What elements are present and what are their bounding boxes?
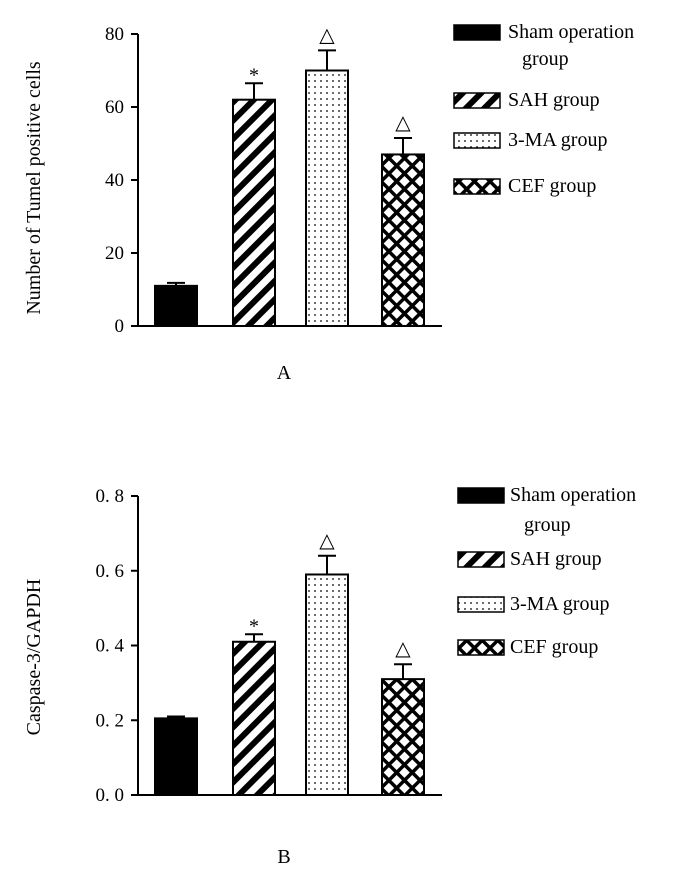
legend-swatch: [457, 596, 505, 613]
bar: [154, 284, 198, 328]
significance-marker: △: [319, 530, 335, 552]
legend-swatch: [457, 551, 505, 568]
legend-label: SAH group: [508, 89, 600, 111]
bar: [381, 678, 425, 797]
significance-marker: △: [395, 112, 411, 134]
y-tick-label: 40: [105, 170, 124, 191]
y-tick-label: 0: [115, 316, 125, 337]
y-axis-label: Number of Tumel positive cells: [23, 61, 45, 315]
bar: [305, 573, 349, 796]
bar: [232, 98, 276, 327]
legend-swatch: [453, 24, 501, 41]
y-tick-label: 0. 4: [96, 636, 125, 657]
bar: [232, 640, 276, 797]
legend-label: CEF group: [508, 175, 596, 197]
bar: [305, 69, 349, 327]
chart-b: 0. 0 0. 2 0. 4 0. 6 0. 8 Caspase-3/GAPDH * △ △ B S…: [23, 484, 636, 868]
y-tick-label: 0. 8: [96, 486, 125, 507]
bar: [154, 717, 198, 796]
legend-label: 3-MA group: [510, 593, 609, 615]
legend-label: group: [522, 48, 569, 70]
significance-marker: △: [395, 638, 411, 660]
y-tick-label: 20: [105, 243, 124, 264]
panel-label: B: [277, 846, 290, 868]
panel-label: A: [277, 362, 292, 384]
significance-marker: △: [319, 24, 335, 46]
legend-label: group: [524, 514, 571, 536]
legend-label: CEF group: [510, 636, 598, 658]
y-tick-label: 0. 0: [96, 785, 125, 806]
y-axis-label: Caspase-3/GAPDH: [23, 579, 45, 736]
legend-swatch: [457, 639, 505, 656]
legend-label: 3-MA group: [508, 129, 607, 151]
legend-swatch: [453, 132, 501, 149]
legend-swatch: [453, 178, 501, 195]
chart-a: 0 20 40 60 80 Number of Tumel positive cells *…: [23, 21, 634, 384]
legend-label: SAH group: [510, 548, 602, 570]
significance-marker: *: [249, 615, 259, 637]
legend-swatch: [457, 487, 505, 504]
y-tick-label: 80: [105, 24, 124, 45]
legend-label: Sham operation: [508, 21, 634, 43]
bar: [381, 153, 425, 327]
significance-marker: *: [249, 64, 259, 86]
legend-swatch: [453, 92, 501, 109]
y-tick-label: 60: [105, 97, 124, 118]
y-tick-label: 0. 2: [96, 710, 125, 731]
y-tick-label: 0. 6: [96, 561, 125, 582]
legend-label: Sham operation: [510, 484, 636, 506]
